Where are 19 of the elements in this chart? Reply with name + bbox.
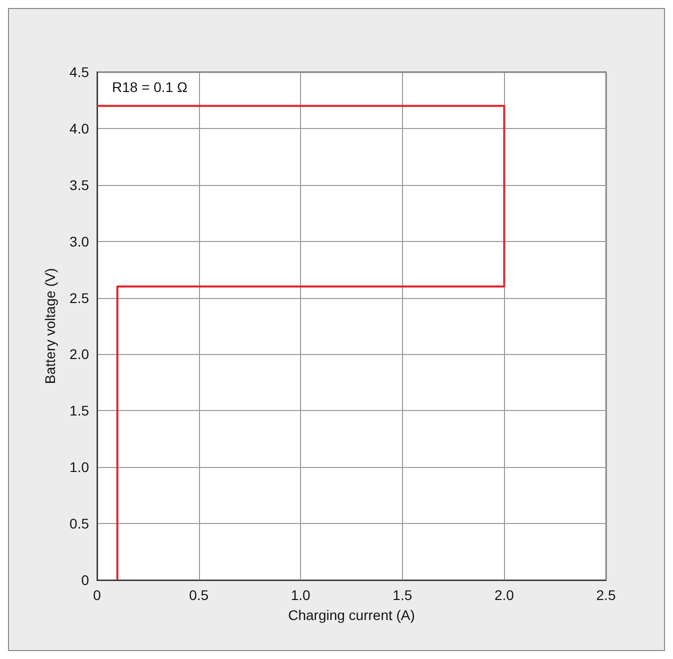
y-tick-label: 3.5 <box>70 176 90 193</box>
y-tick-label: 1.5 <box>70 402 90 419</box>
y-tick-label: 2.0 <box>70 346 90 362</box>
y-tick-label: 2.5 <box>70 290 90 306</box>
x-axis-title: Charging current (A) <box>288 607 415 623</box>
annotation: R18 = 0.1 Ω <box>112 79 188 95</box>
y-tick-label: 0 <box>81 572 90 588</box>
x-tick-label: 2.0 <box>494 587 514 603</box>
y-tick-label: 4.5 <box>70 64 90 80</box>
y-tick-label: 3.0 <box>70 233 90 250</box>
y-axis-title: Battery voltage (V) <box>42 268 58 384</box>
x-tick-label: 0 <box>93 587 102 603</box>
x-tick-label: 0.5 <box>189 587 209 603</box>
x-tick-label: 1.5 <box>392 587 412 603</box>
y-tick-label: 1.0 <box>70 459 90 476</box>
y-tick-label: 4.0 <box>70 120 90 136</box>
y-tick-label: 0.5 <box>70 516 90 532</box>
x-tick-label: 2.5 <box>596 587 616 603</box>
x-tick-label: 1.0 <box>290 587 311 603</box>
